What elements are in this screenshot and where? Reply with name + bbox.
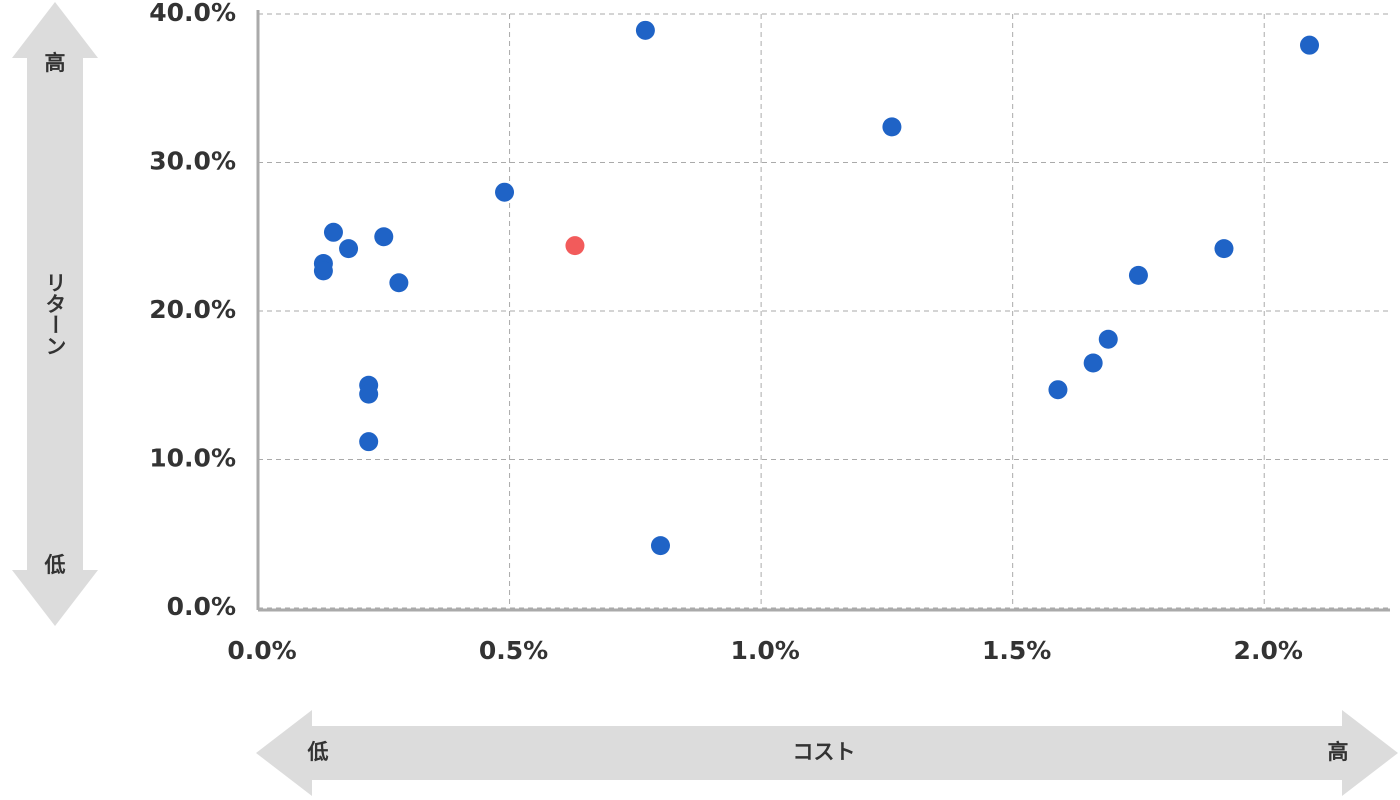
point <box>565 236 585 256</box>
point <box>650 536 670 556</box>
point <box>635 20 655 40</box>
point <box>359 384 379 404</box>
y-tick-label: 20.0% <box>149 295 236 324</box>
point <box>313 261 333 281</box>
y-tick-label: 10.0% <box>149 444 236 473</box>
point <box>359 432 379 452</box>
point <box>374 227 394 247</box>
point <box>339 239 359 259</box>
point <box>1098 329 1118 349</box>
y-tick-label: 0.0% <box>167 592 236 621</box>
point <box>882 117 902 137</box>
y-axis-label: リターン <box>43 272 67 356</box>
y-tick-label: 40.0% <box>149 0 236 27</box>
point <box>389 273 409 293</box>
point <box>1300 35 1320 55</box>
x-low-label: 低 <box>307 740 329 764</box>
point <box>1128 265 1148 285</box>
y-arrow <box>12 2 98 626</box>
x-tick-label: 1.0% <box>730 636 799 665</box>
point <box>323 222 343 242</box>
point <box>1083 353 1103 373</box>
x-arrow <box>256 710 1398 796</box>
y-high-label: 高 <box>45 51 66 75</box>
x-axis-label: コスト <box>793 740 856 764</box>
x-tick-label: 0.5% <box>479 636 548 665</box>
x-tick-label: 0.0% <box>227 636 296 665</box>
point <box>1214 239 1234 259</box>
x-tick-label: 1.5% <box>982 636 1051 665</box>
x-tick-label: 2.0% <box>1234 636 1303 665</box>
point <box>1048 380 1068 400</box>
y-low-label: 低 <box>44 553 66 577</box>
x-high-label: 高 <box>1328 740 1349 764</box>
point <box>495 182 515 202</box>
y-tick-label: 30.0% <box>149 147 236 176</box>
